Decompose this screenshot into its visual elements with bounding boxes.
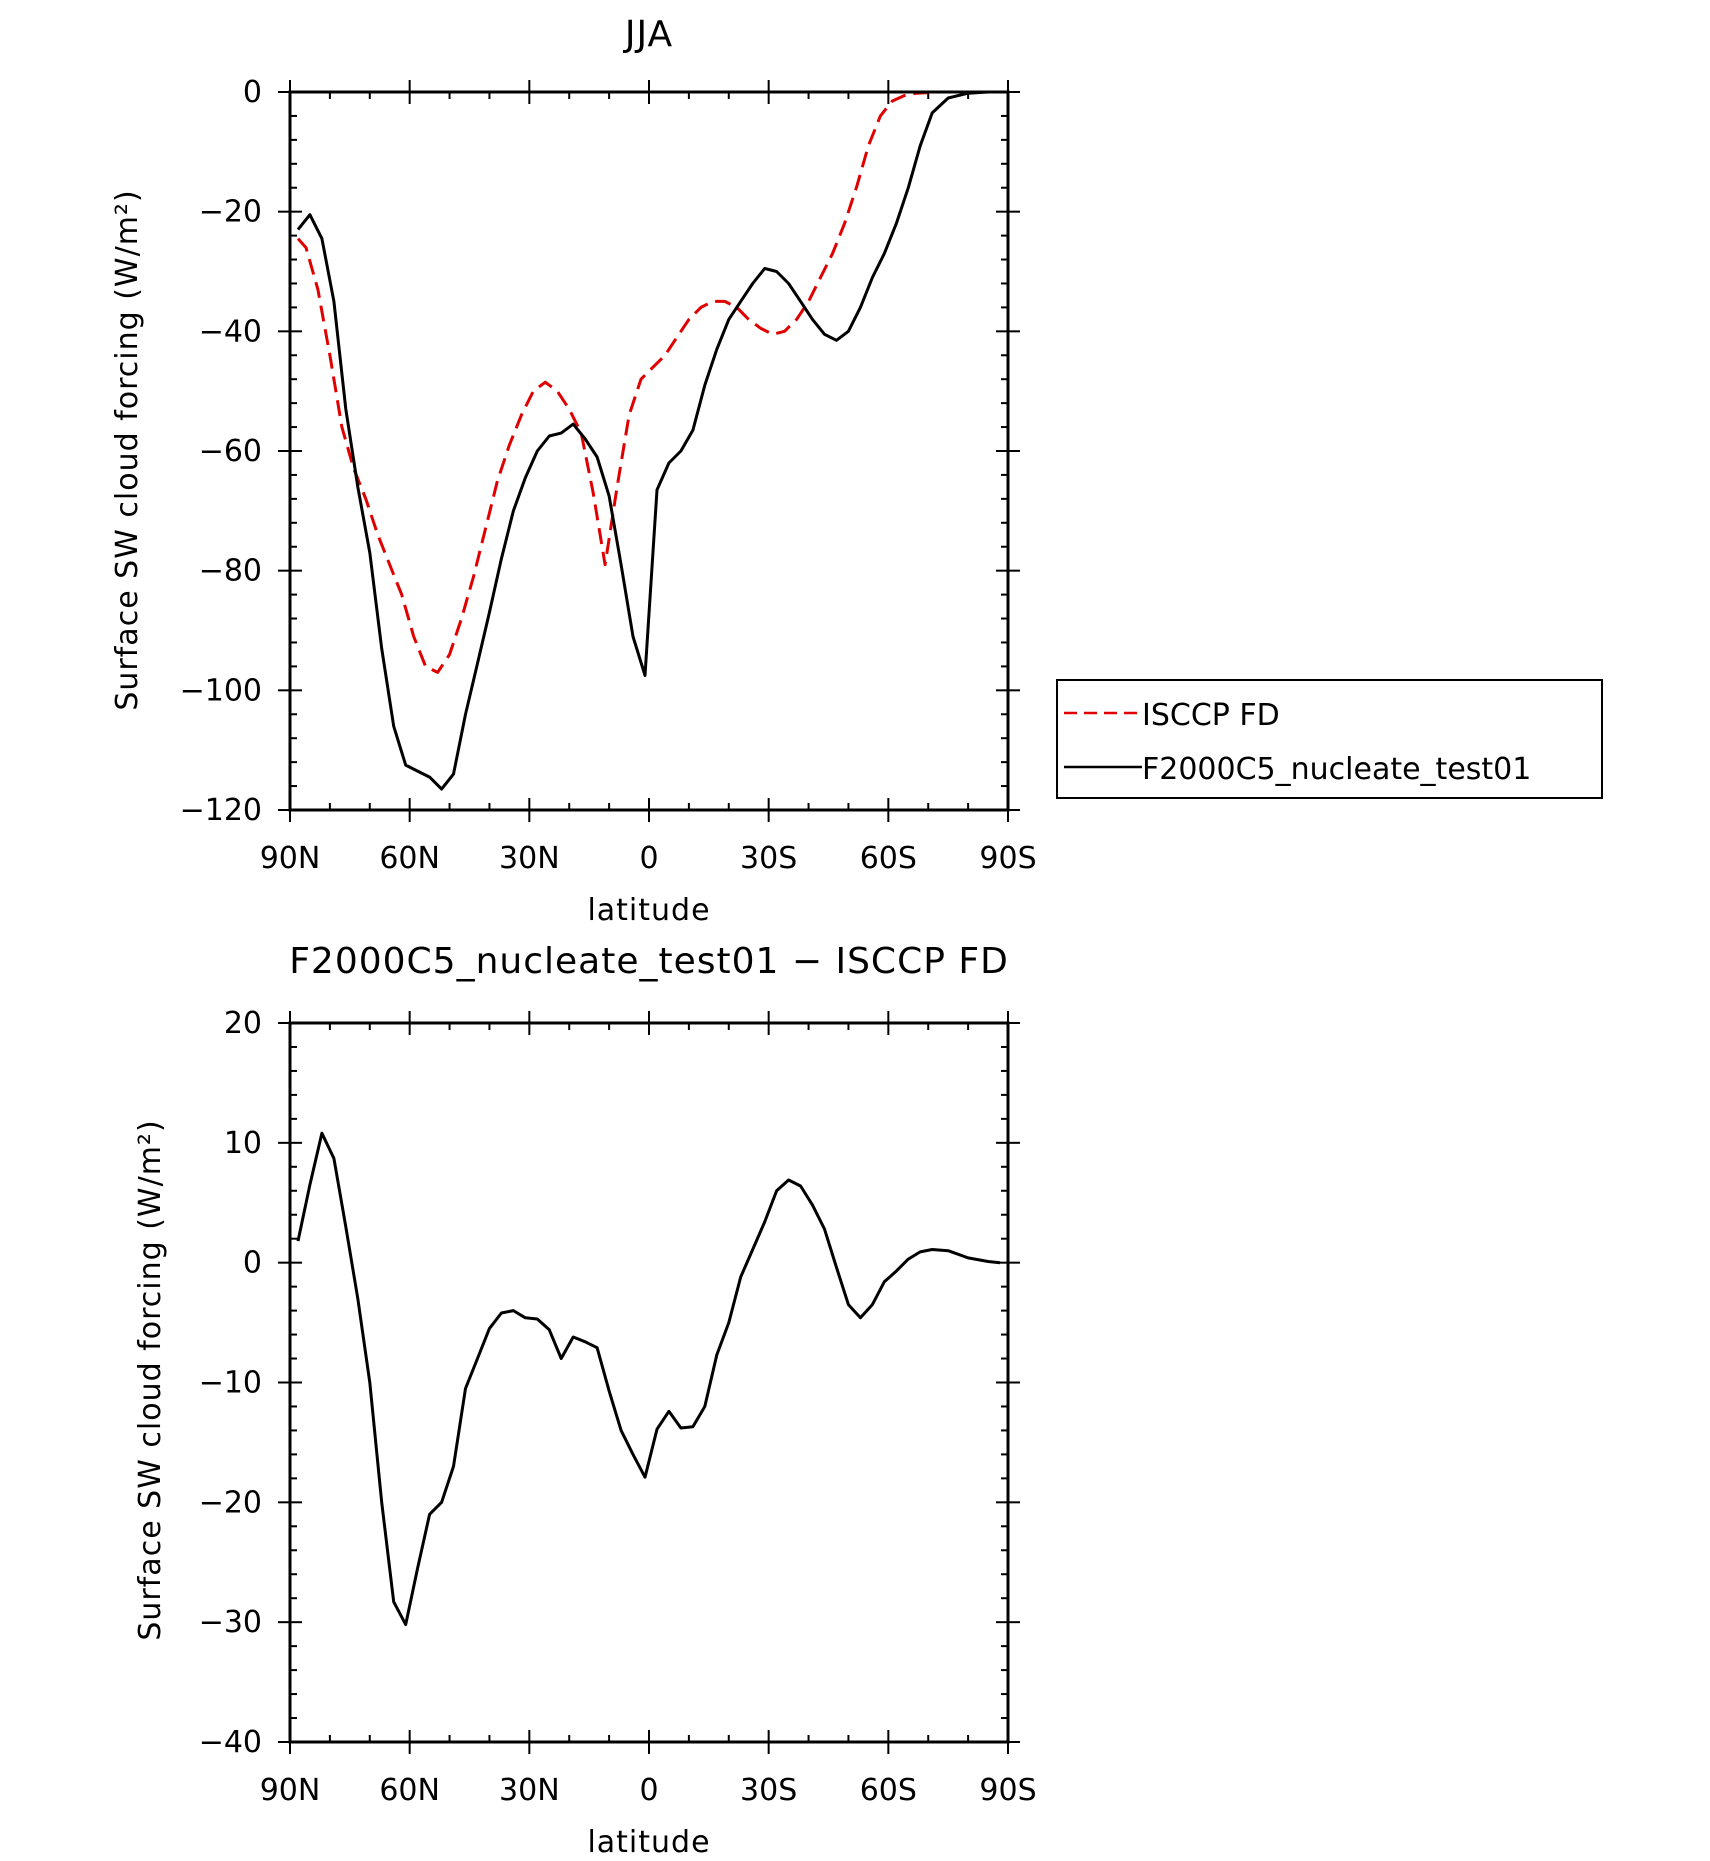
y-tick-label: 0 [243,1246,262,1281]
legend: ISCCP FD F2000C5_nucleate_test01 [1056,679,1603,799]
legend-label-isccp: ISCCP FD [1142,698,1280,733]
x-tick-label: 90S [979,1773,1036,1808]
y-tick-label: −40 [199,314,262,349]
y-tick-label: 0 [243,75,262,110]
x-tick-label: 30N [499,1773,560,1808]
y-tick-label: 20 [224,1006,262,1041]
series-line-top-1 [296,90,1000,791]
x-tick-label: 90N [260,841,321,876]
x-tick-label: 30N [499,841,560,876]
axes-top: 0 −20 −40 −60 −80 −100 −120 90N 60N 30N 0 30S 60S 90S [180,75,1037,876]
chart-title-top: JJA [623,14,673,55]
y-tick-label: −20 [199,195,262,230]
x-tick-label: 60N [379,841,440,876]
x-tick-label: 30S [740,841,797,876]
y-tick-label: −10 [199,1366,262,1401]
y-axis-label-bottom: Surface SW cloud forcing (W/m²) [133,1119,168,1640]
series-line-top-0 [296,90,1000,674]
plot-area-top [296,90,1000,791]
y-tick-label: 10 [224,1126,262,1161]
plot-frame-bottom [288,1021,1010,1744]
chart-title-bottom: F2000C5_nucleate_test01 − ISCCP FD [289,941,1009,982]
x-tick-label: 90N [260,1773,321,1808]
x-tick-label: 0 [639,1773,658,1808]
x-tick-label: 60S [860,841,917,876]
panel-bottom: F2000C5_nucleate_test01 − ISCCP FD latit… [133,941,1037,1860]
plot-frame-top [288,90,1010,812]
y-tick-label: −30 [199,1605,262,1640]
x-axis-label-bottom: latitude [587,1825,710,1860]
x-axis-label-top: latitude [587,893,710,928]
legend-label-model: F2000C5_nucleate_test01 [1142,752,1531,787]
legend-box [1056,679,1603,799]
y-tick-label: −60 [199,434,262,469]
x-tick-label: 60N [379,1773,440,1808]
x-tick-label: 60S [860,1773,917,1808]
y-tick-label: −100 [180,673,262,708]
x-tick-label: 0 [639,841,658,876]
y-tick-label: −120 [180,793,262,828]
x-tick-label: 90S [979,841,1036,876]
y-tick-label: −20 [199,1485,262,1520]
plot-area-bottom [296,1131,1001,1627]
y-tick-label: −40 [199,1725,262,1760]
x-tick-label: 30S [740,1773,797,1808]
y-axis-label-top: Surface SW cloud forcing (W/m²) [110,189,145,710]
axes-bottom: 20 10 0 −10 −20 −30 −40 90N 60N 30N 0 30S 60S 90S [199,1006,1037,1808]
y-tick-label: −80 [199,554,262,589]
series-line-bottom-0 [296,1131,1001,1627]
panel-top: JJA latitude Surface SW cloud forcing (W… [110,14,1037,928]
